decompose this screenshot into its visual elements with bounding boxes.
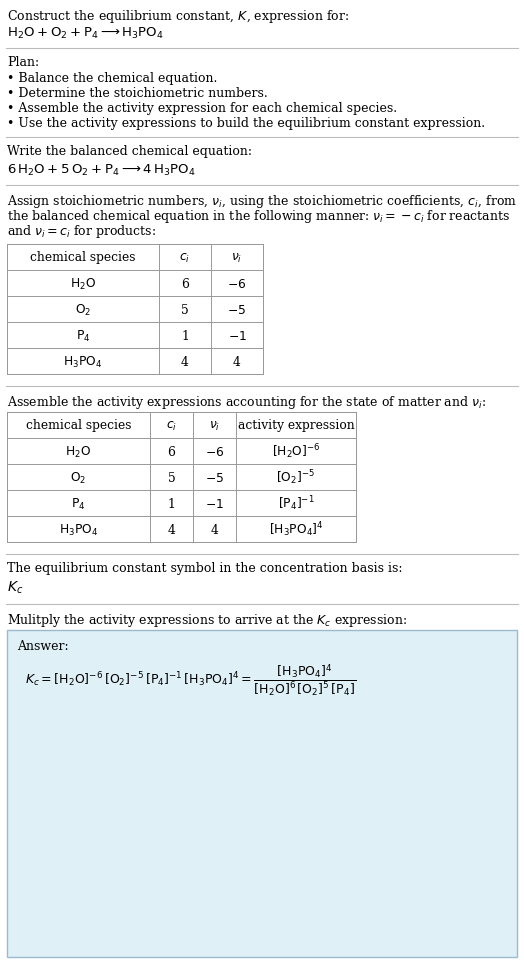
Text: Mulitply the activity expressions to arrive at the $K_c$ expression:: Mulitply the activity expressions to arr…	[7, 612, 407, 629]
Text: • Assemble the activity expression for each chemical species.: • Assemble the activity expression for e…	[7, 102, 397, 115]
Text: $\mathrm{O_2}$: $\mathrm{O_2}$	[70, 471, 86, 485]
Text: $K_c$: $K_c$	[7, 580, 24, 596]
Text: $-5$: $-5$	[227, 304, 246, 317]
Text: $[\mathrm{H_2O}]^{-6}$: $[\mathrm{H_2O}]^{-6}$	[272, 443, 320, 461]
Text: 4: 4	[211, 523, 219, 537]
Text: $-5$: $-5$	[205, 472, 224, 484]
Text: Assign stoichiometric numbers, $\nu_i$, using the stoichiometric coefficients, $: Assign stoichiometric numbers, $\nu_i$, …	[7, 193, 517, 210]
Text: and $\nu_i = c_i$ for products:: and $\nu_i = c_i$ for products:	[7, 223, 156, 240]
Text: 5: 5	[181, 304, 189, 317]
Text: chemical species: chemical species	[30, 252, 136, 264]
Text: Write the balanced chemical equation:: Write the balanced chemical equation:	[7, 145, 252, 158]
Text: Plan:: Plan:	[7, 56, 39, 69]
Text: $-1$: $-1$	[227, 329, 246, 343]
Text: $\mathrm{H_3PO_4}$: $\mathrm{H_3PO_4}$	[59, 522, 98, 538]
Text: $\mathrm{H_2O}$: $\mathrm{H_2O}$	[66, 445, 92, 459]
Text: • Determine the stoichiometric numbers.: • Determine the stoichiometric numbers.	[7, 87, 268, 100]
Text: 4: 4	[233, 355, 241, 369]
Text: the balanced chemical equation in the following manner: $\nu_i = -c_i$ for react: the balanced chemical equation in the fo…	[7, 208, 510, 225]
Bar	[7, 244, 263, 374]
Text: $-1$: $-1$	[205, 498, 224, 510]
Text: $c_i$: $c_i$	[166, 420, 177, 432]
Text: $[\mathrm{P_4}]^{-1}$: $[\mathrm{P_4}]^{-1}$	[278, 495, 314, 513]
Text: chemical species: chemical species	[26, 420, 131, 432]
Text: $-6$: $-6$	[205, 446, 224, 458]
Text: 6: 6	[181, 278, 189, 290]
FancyBboxPatch shape	[7, 630, 517, 957]
Text: 1: 1	[168, 498, 176, 510]
Text: $\nu_i$: $\nu_i$	[232, 252, 243, 264]
Bar	[7, 412, 356, 542]
Text: $\mathrm{6\,H_2O + 5\,O_2 + P_4 \longrightarrow 4\,H_3PO_4}$: $\mathrm{6\,H_2O + 5\,O_2 + P_4 \longrig…	[7, 163, 195, 179]
Text: $K_c = [\mathrm{H_2O}]^{-6}\,[\mathrm{O_2}]^{-5}\,[\mathrm{P_4}]^{-1}\,[\mathrm{: $K_c = [\mathrm{H_2O}]^{-6}\,[\mathrm{O_…	[25, 662, 356, 698]
Text: $[\mathrm{H_3PO_4}]^{4}$: $[\mathrm{H_3PO_4}]^{4}$	[269, 521, 323, 539]
Text: Assemble the activity expressions accounting for the state of matter and $\nu_i$: Assemble the activity expressions accoun…	[7, 394, 486, 411]
Text: $\mathrm{H_3PO_4}$: $\mathrm{H_3PO_4}$	[63, 354, 103, 370]
Text: $\mathrm{P_4}$: $\mathrm{P_4}$	[71, 496, 86, 511]
Text: 1: 1	[181, 329, 189, 343]
Text: $\nu_i$: $\nu_i$	[209, 420, 220, 432]
Text: 4: 4	[181, 355, 189, 369]
Text: $\mathrm{P_4}$: $\mathrm{P_4}$	[76, 328, 90, 344]
Text: $[\mathrm{O_2}]^{-5}$: $[\mathrm{O_2}]^{-5}$	[277, 469, 315, 487]
Text: $c_i$: $c_i$	[179, 252, 191, 264]
Text: The equilibrium constant symbol in the concentration basis is:: The equilibrium constant symbol in the c…	[7, 562, 402, 575]
Text: $\mathrm{H_2O}$: $\mathrm{H_2O}$	[70, 276, 96, 291]
Text: 6: 6	[168, 446, 176, 458]
Text: 5: 5	[168, 472, 176, 484]
Text: $-6$: $-6$	[227, 278, 247, 290]
Text: 4: 4	[168, 523, 176, 537]
Text: • Use the activity expressions to build the equilibrium constant expression.: • Use the activity expressions to build …	[7, 117, 485, 130]
Text: activity expression: activity expression	[237, 420, 354, 432]
Text: $\mathrm{H_2O + O_2 + P_4 \longrightarrow H_3PO_4}$: $\mathrm{H_2O + O_2 + P_4 \longrightarro…	[7, 26, 164, 41]
Text: • Balance the chemical equation.: • Balance the chemical equation.	[7, 72, 217, 85]
Text: $\mathrm{O_2}$: $\mathrm{O_2}$	[75, 302, 91, 317]
Text: Construct the equilibrium constant, $K$, expression for:: Construct the equilibrium constant, $K$,…	[7, 8, 349, 25]
Text: Answer:: Answer:	[17, 640, 69, 653]
